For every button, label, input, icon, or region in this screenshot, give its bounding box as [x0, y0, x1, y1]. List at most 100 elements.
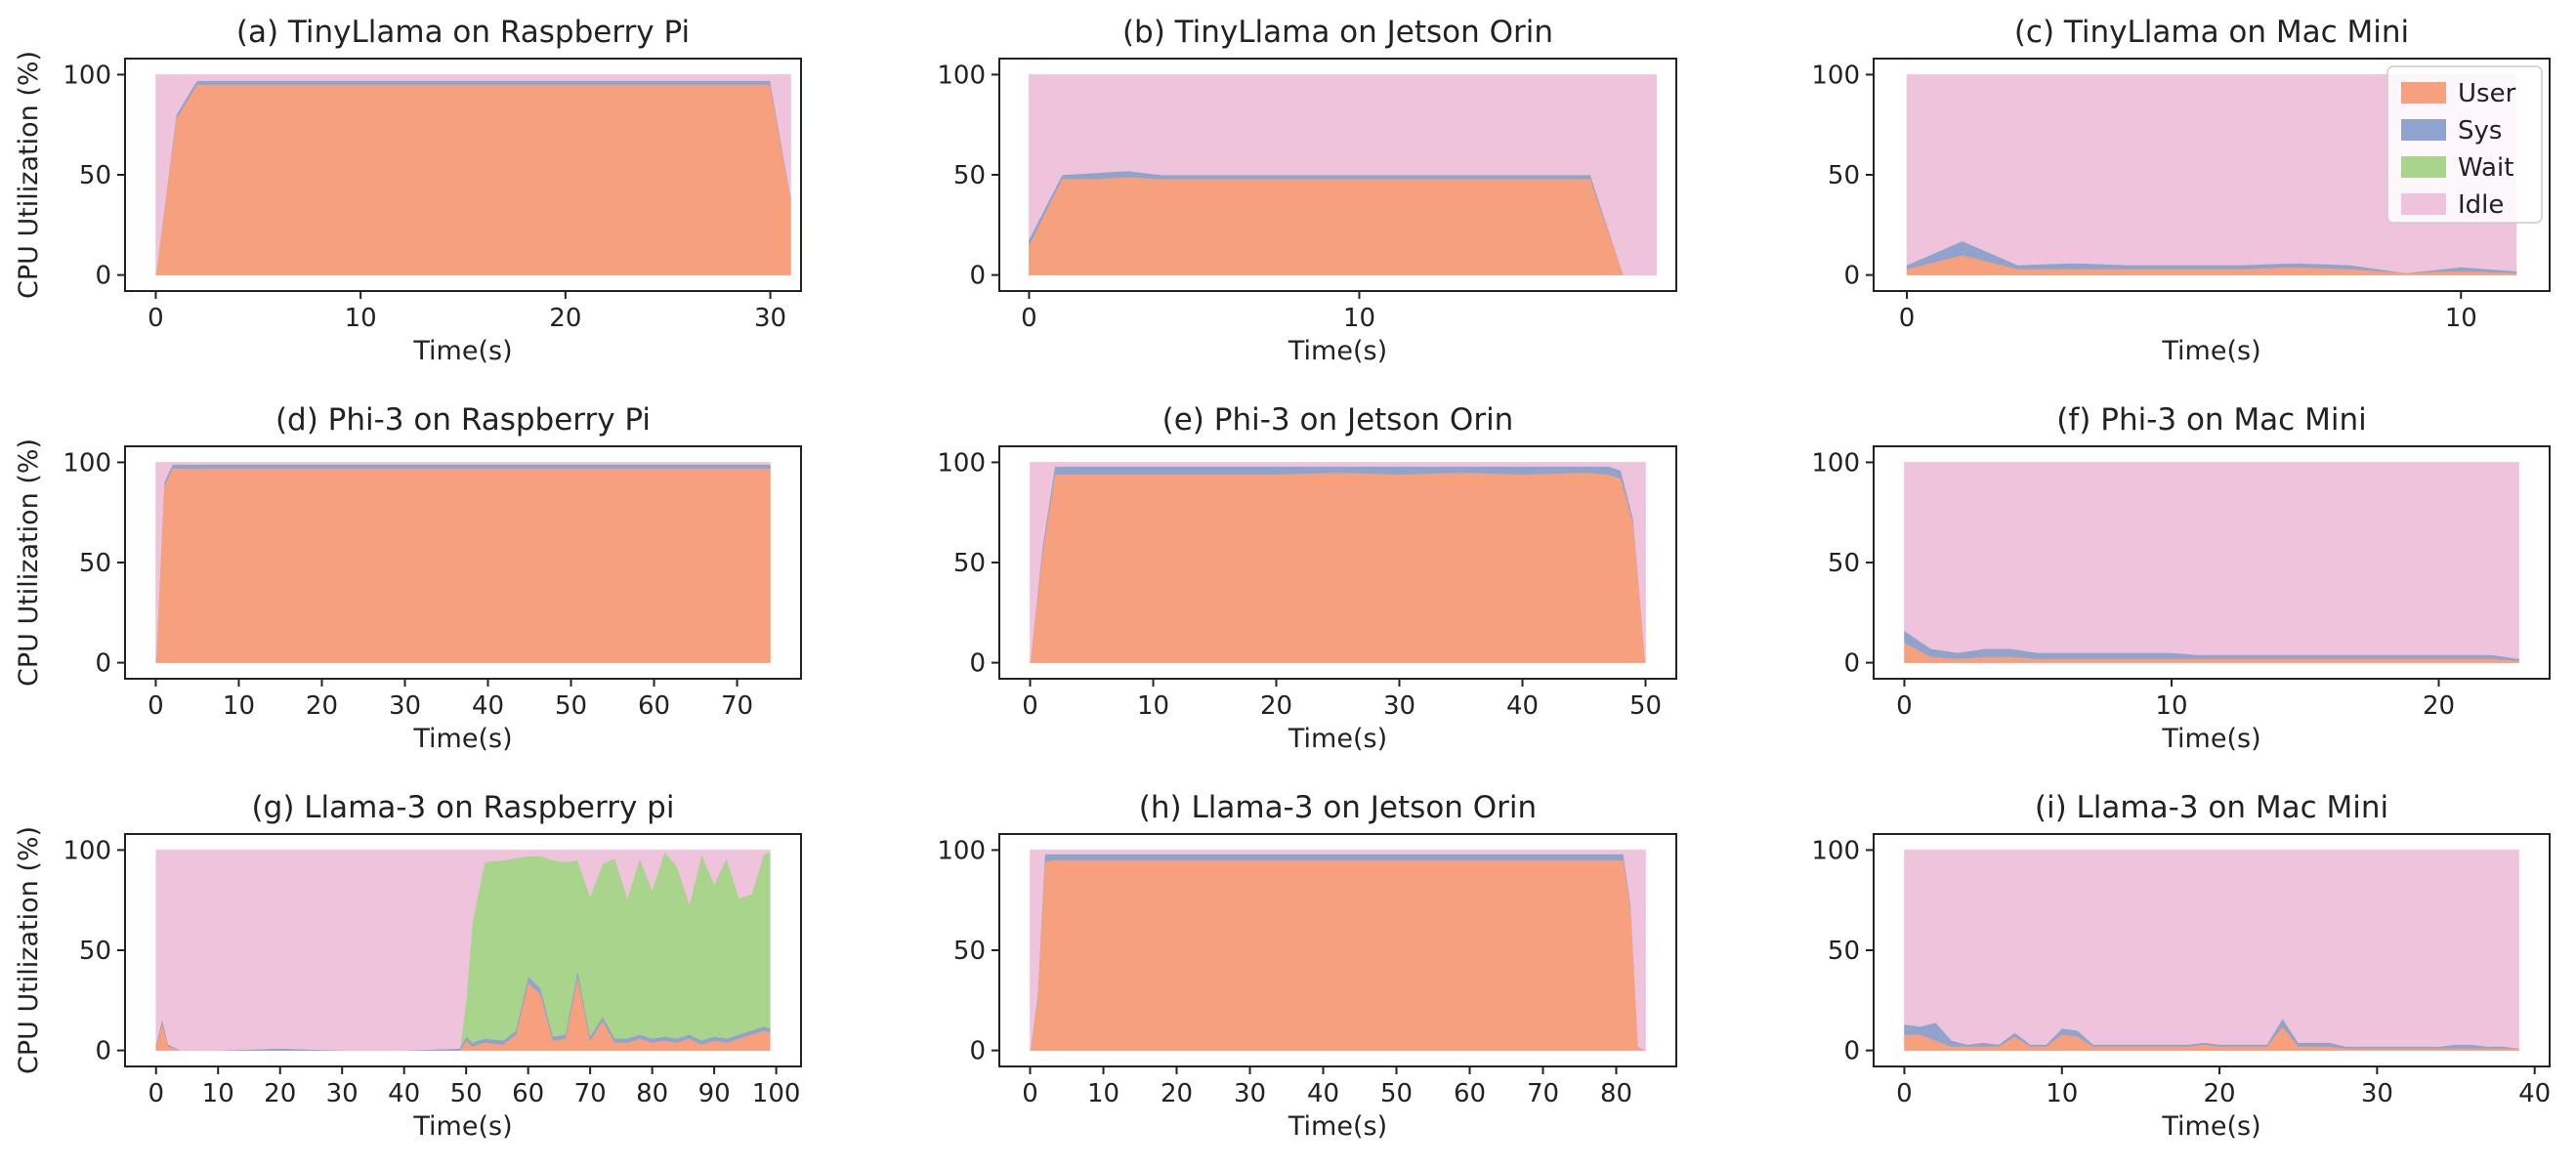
y-axis-label: CPU Utilization (%) — [14, 438, 44, 687]
legend-label-wait: Wait — [2458, 153, 2513, 183]
x-axis-label: Time(s) — [2161, 1111, 2260, 1142]
y-tick-label: 100 — [937, 448, 986, 478]
x-tick-label: 0 — [1899, 304, 1916, 333]
y-tick-label: 50 — [953, 937, 986, 966]
x-tick-label: 30 — [1234, 1079, 1266, 1108]
x-axis-label: Time(s) — [2161, 336, 2260, 366]
y-tick-label: 0 — [95, 1037, 111, 1066]
y-tick-label: 50 — [953, 549, 986, 578]
y-tick-label: 0 — [95, 649, 111, 679]
x-tick-label: 0 — [1896, 691, 1913, 721]
x-axis-label: Time(s) — [412, 724, 512, 754]
subplot-f: 0 10 20 0 50 100 (f) Phi-3 on Mac Mini Time(s) — [1811, 402, 2551, 754]
subplot-title: (g) Llama-3 on Raspberry pi — [252, 790, 675, 825]
subplot-d: 0 10 20 30 40 50 60 70 0 50 100 (d) Phi-3 on Raspbe… — [14, 402, 802, 754]
x-tick-label: 60 — [638, 691, 670, 721]
x-tick-label: 30 — [2361, 1079, 2393, 1108]
legend-swatch-wait — [2401, 156, 2446, 178]
x-tick-label: 20 — [1161, 1079, 1193, 1108]
y-tick-label: 100 — [1811, 836, 1860, 865]
x-tick-label: 0 — [148, 304, 164, 333]
legend-label-user: User — [2458, 79, 2516, 108]
x-tick-label: 20 — [1260, 691, 1292, 721]
y-tick-label: 100 — [1811, 61, 1860, 90]
y-tick-label: 100 — [63, 836, 111, 865]
legend-swatch-idle — [2401, 193, 2446, 215]
x-tick-label: 10 — [223, 691, 255, 721]
area-user — [1030, 859, 1646, 1051]
x-tick-label: 80 — [1600, 1079, 1632, 1108]
x-axis-label: Time(s) — [1288, 724, 1387, 754]
area-idle — [1906, 74, 2517, 273]
x-tick-label: 10 — [1343, 304, 1375, 333]
x-tick-label: 30 — [1383, 691, 1415, 721]
x-tick-label: 60 — [1454, 1079, 1486, 1108]
y-tick-label: 50 — [953, 161, 986, 190]
y-tick-label: 0 — [969, 262, 986, 291]
y-tick-label: 100 — [63, 61, 111, 90]
x-tick-label: 70 — [1527, 1079, 1559, 1108]
x-tick-label: 10 — [202, 1079, 234, 1108]
y-tick-label: 0 — [1843, 262, 1860, 291]
y-tick-label: 50 — [79, 161, 111, 190]
x-tick-label: 0 — [1022, 1079, 1038, 1108]
x-tick-label: 20 — [264, 1079, 296, 1108]
legend-swatch-sys — [2401, 119, 2446, 141]
x-tick-label: 10 — [345, 304, 377, 333]
x-tick-label: 50 — [555, 691, 587, 721]
x-tick-label: 10 — [2445, 304, 2477, 333]
x-axis-label: Time(s) — [412, 336, 512, 366]
x-tick-label: 40 — [1307, 1079, 1339, 1108]
subplot-title: (b) TinyLlama on Jetson Orin — [1122, 15, 1553, 50]
x-tick-label: 60 — [512, 1079, 544, 1108]
subplot-title: (e) Phi-3 on Jetson Orin — [1162, 402, 1514, 438]
subplot-g: 0 10 20 30 40 50 60 70 80 90 100 0 50 100 (g) Llama-3 … — [14, 790, 802, 1142]
area-user — [1030, 472, 1646, 663]
x-tick-label: 40 — [2518, 1079, 2551, 1108]
area-idle — [1904, 850, 2519, 1049]
x-tick-label: 0 — [148, 691, 164, 721]
y-tick-label: 100 — [63, 448, 111, 478]
x-tick-label: 0 — [148, 1079, 164, 1108]
subplot-title: (d) Phi-3 on Raspberry Pi — [275, 402, 651, 438]
subplot-h: 0 10 20 30 40 50 60 70 80 0 50 100 (h) Llama-3 on Je… — [937, 790, 1677, 1142]
x-tick-label: 10 — [1137, 691, 1169, 721]
x-tick-label: 100 — [752, 1079, 801, 1108]
x-tick-label: 0 — [1896, 1079, 1913, 1108]
x-tick-label: 20 — [306, 691, 338, 721]
area-user — [155, 468, 771, 663]
area-idle — [1030, 850, 1646, 1052]
area-idle — [155, 74, 791, 275]
x-tick-label: 40 — [388, 1079, 420, 1108]
x-axis-label: Time(s) — [1288, 336, 1387, 366]
x-tick-label: 50 — [1629, 691, 1662, 721]
subplot-title: (h) Llama-3 on Jetson Orin — [1139, 790, 1537, 825]
x-tick-label: 70 — [721, 691, 753, 721]
y-tick-label: 0 — [95, 262, 111, 291]
x-tick-label: 0 — [1022, 691, 1038, 721]
y-tick-label: 100 — [1811, 448, 1860, 478]
x-tick-label: 20 — [2423, 691, 2455, 721]
y-tick-label: 50 — [1828, 161, 1860, 190]
subplot-a: 0 10 20 30 0 50 100 (a) TinyLlama on Raspberry … — [14, 15, 802, 366]
x-tick-label: 10 — [2155, 691, 2187, 721]
legend-swatch-user — [2401, 82, 2446, 104]
y-axis-label: CPU Utilization (%) — [14, 51, 44, 299]
legend-box — [2386, 65, 2543, 224]
subplot-title: (c) TinyLlama on Mac Mini — [2014, 15, 2409, 50]
x-tick-label: 80 — [636, 1079, 668, 1108]
area-user — [155, 84, 791, 275]
y-tick-label: 50 — [1828, 937, 1860, 966]
x-tick-label: 50 — [450, 1079, 483, 1108]
x-axis-label: Time(s) — [412, 1111, 512, 1142]
x-tick-label: 20 — [549, 304, 581, 333]
area-idle — [1029, 74, 1657, 275]
y-tick-label: 0 — [1843, 1037, 1860, 1066]
x-tick-label: 40 — [1506, 691, 1539, 721]
x-tick-label: 30 — [326, 1079, 359, 1108]
legend-label-sys: Sys — [2458, 116, 2502, 146]
y-tick-label: 50 — [79, 937, 111, 966]
y-tick-label: 0 — [969, 649, 986, 679]
subplot-title: (i) Llama-3 on Mac Mini — [2035, 790, 2388, 825]
